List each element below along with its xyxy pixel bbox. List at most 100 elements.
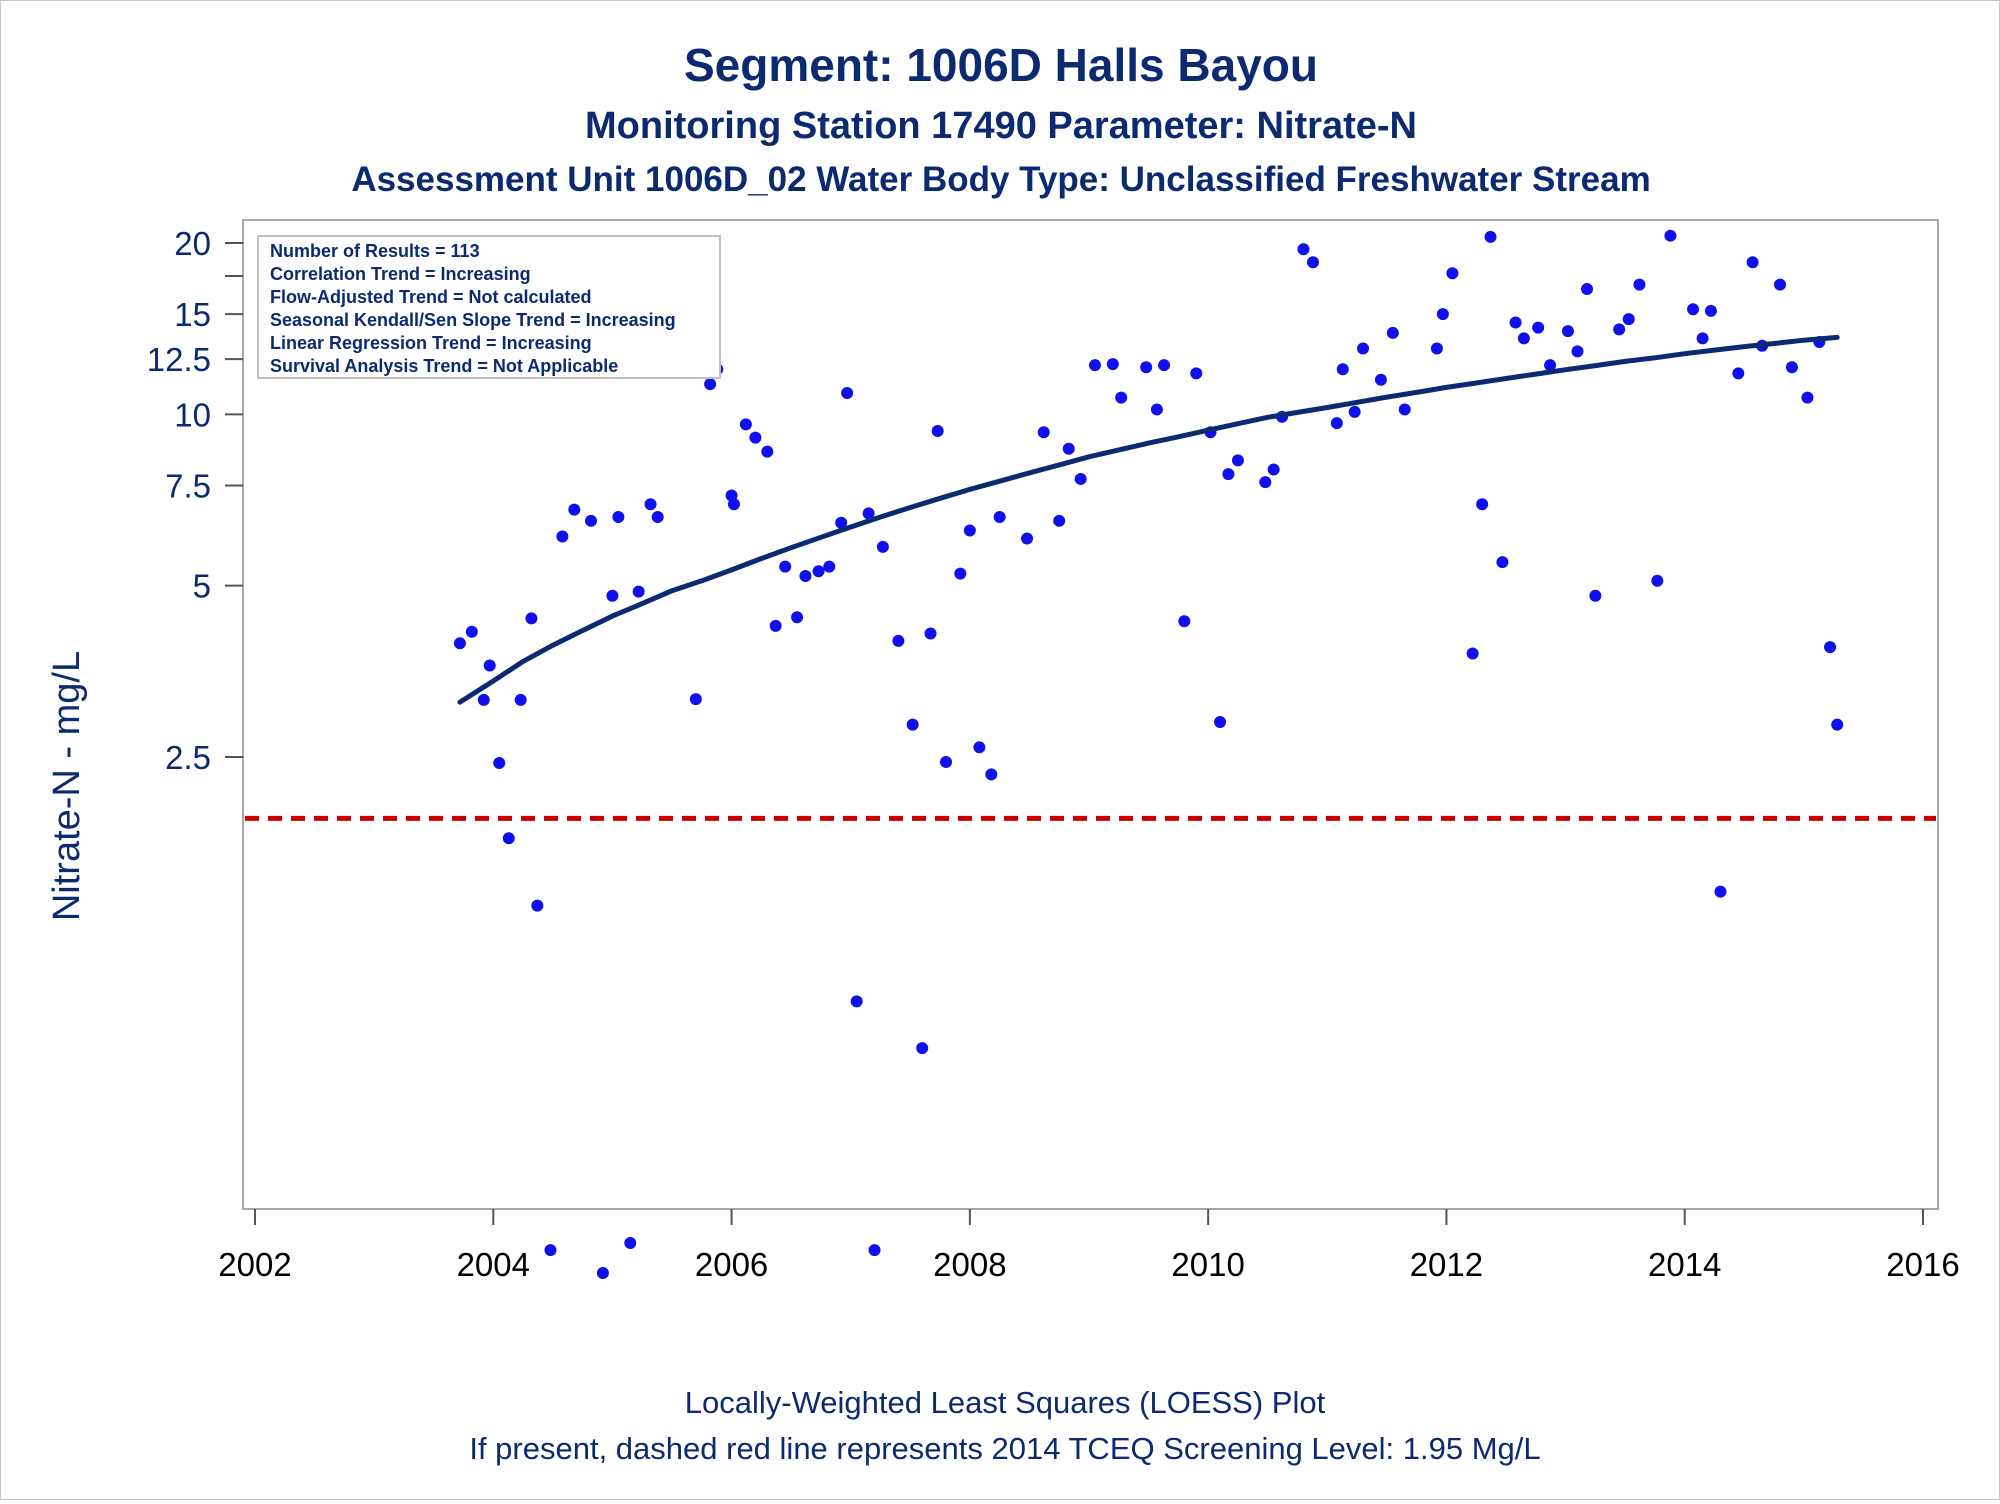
data-point bbox=[985, 768, 998, 781]
data-point bbox=[1732, 367, 1745, 380]
data-point bbox=[791, 611, 804, 624]
data-point bbox=[739, 418, 752, 431]
data-point bbox=[596, 1266, 609, 1279]
data-point bbox=[892, 634, 905, 647]
loess-curve bbox=[457, 334, 1840, 705]
chart-title: Segment: 1006D Halls Bayou bbox=[684, 39, 1318, 91]
data-point bbox=[727, 498, 740, 511]
legend-line-linear-regression: Linear Regression Trend = Increasing bbox=[270, 333, 592, 353]
data-point bbox=[1696, 332, 1709, 345]
data-point bbox=[1158, 359, 1171, 372]
data-point bbox=[1633, 278, 1646, 291]
data-point bbox=[1330, 417, 1343, 430]
data-point bbox=[689, 693, 702, 706]
data-point bbox=[1021, 532, 1034, 545]
data-point bbox=[493, 757, 506, 770]
data-point bbox=[1704, 304, 1717, 317]
data-point bbox=[1386, 326, 1399, 339]
data-point bbox=[1746, 256, 1759, 269]
data-point bbox=[1348, 405, 1361, 418]
data-point bbox=[1824, 641, 1837, 654]
x-tick-label: 2014 bbox=[1648, 1246, 1721, 1283]
data-point bbox=[1150, 403, 1163, 416]
data-point bbox=[799, 569, 812, 582]
y-tick-label: 20 bbox=[174, 225, 211, 262]
data-point bbox=[1466, 647, 1479, 660]
x-tick-label: 2002 bbox=[218, 1246, 291, 1283]
data-point bbox=[1532, 321, 1545, 334]
data-point bbox=[835, 516, 848, 529]
y-tick-label: 10 bbox=[174, 396, 211, 433]
x-tick-label: 2006 bbox=[695, 1246, 768, 1283]
data-point bbox=[1589, 589, 1602, 602]
data-point bbox=[1571, 345, 1584, 358]
data-point bbox=[841, 387, 854, 400]
y-axis-label: Nitrate-N - mg/L bbox=[46, 651, 88, 921]
legend-line-correlation: Correlation Trend = Increasing bbox=[270, 264, 531, 284]
legend-line-survival-analysis: Survival Analysis Trend = Not Applicable bbox=[270, 356, 618, 376]
data-point bbox=[1053, 514, 1066, 527]
data-point bbox=[1430, 342, 1443, 355]
data-point bbox=[606, 589, 619, 602]
data-point bbox=[1398, 403, 1411, 416]
data-point bbox=[1214, 716, 1227, 729]
data-point bbox=[1374, 373, 1387, 386]
data-point bbox=[963, 524, 976, 537]
data-point bbox=[1622, 313, 1635, 326]
data-point bbox=[1140, 361, 1153, 374]
data-point bbox=[954, 567, 967, 580]
data-point bbox=[812, 565, 825, 578]
x-tick-label: 2010 bbox=[1171, 1246, 1244, 1283]
data-point bbox=[1509, 316, 1522, 329]
data-point bbox=[940, 755, 953, 768]
data-point bbox=[862, 507, 875, 520]
data-point bbox=[924, 627, 937, 640]
data-point bbox=[906, 718, 919, 731]
data-point bbox=[1178, 615, 1191, 628]
data-point bbox=[1306, 256, 1319, 269]
data-point bbox=[868, 1244, 881, 1257]
data-point bbox=[1476, 498, 1489, 511]
legend-line-flow-adjusted: Flow-Adjusted Trend = Not calculated bbox=[270, 287, 592, 307]
data-point bbox=[973, 741, 986, 754]
data-point bbox=[568, 503, 581, 516]
y-tick-label: 2.5 bbox=[165, 739, 211, 776]
data-point bbox=[544, 1244, 557, 1257]
data-point bbox=[1774, 278, 1787, 291]
data-point bbox=[993, 511, 1006, 524]
data-point bbox=[514, 693, 527, 706]
data-point bbox=[556, 530, 569, 543]
data-point bbox=[1222, 468, 1235, 481]
data-point bbox=[1267, 463, 1280, 476]
data-point bbox=[624, 1236, 637, 1249]
y-tick-label: 5 bbox=[193, 568, 211, 605]
x-tick-label: 2016 bbox=[1886, 1246, 1959, 1283]
x-tick-label: 2012 bbox=[1410, 1246, 1483, 1283]
data-point bbox=[1561, 325, 1574, 338]
data-point bbox=[823, 560, 836, 573]
data-point bbox=[651, 511, 664, 524]
data-point bbox=[1074, 472, 1087, 485]
data-point bbox=[1357, 342, 1370, 355]
chart-subtitle-2: Assessment Unit 1006D_02 Water Body Type… bbox=[351, 160, 1650, 199]
data-point bbox=[1801, 391, 1814, 404]
data-point bbox=[453, 637, 466, 650]
data-point bbox=[704, 378, 717, 391]
data-point bbox=[483, 659, 496, 672]
data-point bbox=[931, 424, 944, 437]
data-point bbox=[502, 832, 515, 845]
y-tick-label: 7.5 bbox=[165, 467, 211, 504]
data-point bbox=[1436, 308, 1449, 321]
data-point bbox=[632, 585, 645, 598]
y-tick-label: 12.5 bbox=[147, 341, 211, 378]
data-point bbox=[1259, 476, 1272, 489]
data-point bbox=[1651, 574, 1664, 587]
data-point bbox=[1496, 556, 1509, 569]
data-point bbox=[1446, 267, 1459, 280]
footnote-loess: Locally-Weighted Least Squares (LOESS) P… bbox=[685, 1385, 1326, 1420]
data-point bbox=[1106, 358, 1119, 371]
legend-line-seasonal-kendall: Seasonal Kendall/Sen Slope Trend = Incre… bbox=[270, 310, 676, 330]
data-point bbox=[1231, 454, 1244, 467]
data-point bbox=[1088, 359, 1101, 372]
